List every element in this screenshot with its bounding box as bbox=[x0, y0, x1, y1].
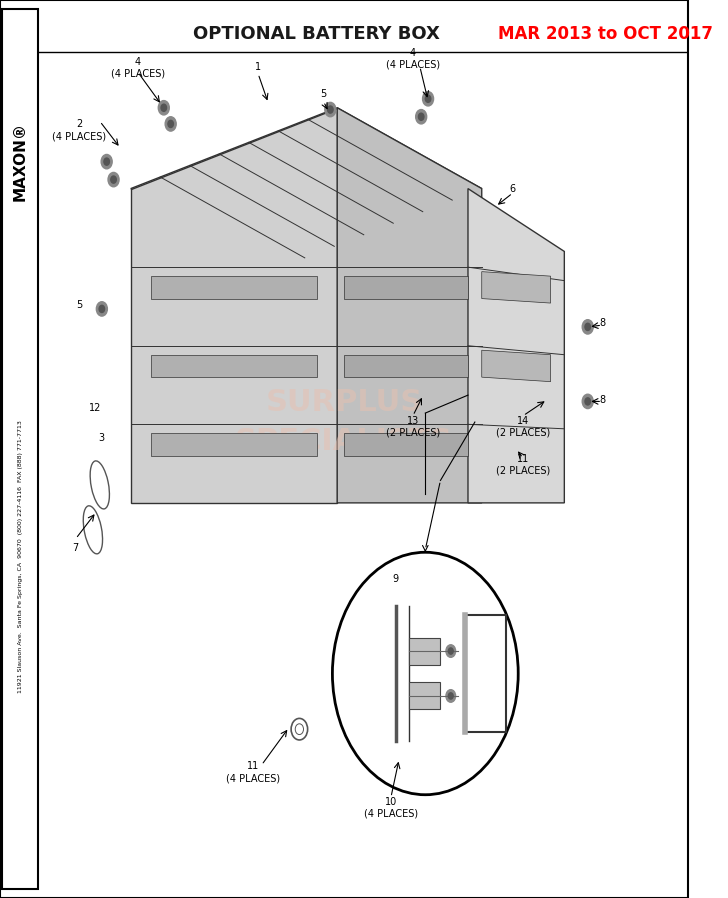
Polygon shape bbox=[468, 189, 564, 503]
Text: SURPLUS
SPECIALISTS: SURPLUS SPECIALISTS bbox=[235, 389, 453, 455]
Circle shape bbox=[582, 320, 593, 334]
Polygon shape bbox=[482, 350, 550, 382]
Polygon shape bbox=[409, 638, 440, 665]
Circle shape bbox=[585, 323, 590, 330]
Text: OPTIONAL BATTERY BOX: OPTIONAL BATTERY BOX bbox=[193, 25, 440, 43]
Text: 11
(4 PLACES): 11 (4 PLACES) bbox=[226, 762, 280, 783]
Text: 11
(2 PLACES): 11 (2 PLACES) bbox=[496, 454, 550, 476]
Polygon shape bbox=[344, 434, 468, 456]
Circle shape bbox=[448, 693, 454, 699]
Text: 11921 Slauson Ave.  Santa Fe Springs, CA  90670  (800) 227-4116  FAX (888) 771-7: 11921 Slauson Ave. Santa Fe Springs, CA … bbox=[17, 420, 23, 693]
Circle shape bbox=[111, 176, 116, 183]
Circle shape bbox=[582, 394, 593, 409]
Circle shape bbox=[416, 110, 427, 124]
Circle shape bbox=[104, 158, 109, 165]
Polygon shape bbox=[344, 277, 468, 298]
Circle shape bbox=[333, 552, 518, 795]
Polygon shape bbox=[482, 271, 550, 304]
Circle shape bbox=[328, 106, 333, 113]
Circle shape bbox=[446, 690, 456, 702]
Text: 12: 12 bbox=[89, 402, 101, 413]
Circle shape bbox=[165, 117, 176, 131]
Text: 4
(4 PLACES): 4 (4 PLACES) bbox=[111, 57, 165, 78]
Polygon shape bbox=[337, 108, 482, 503]
Circle shape bbox=[425, 95, 431, 102]
Circle shape bbox=[108, 172, 119, 187]
Text: MAR 2013 to OCT 2017: MAR 2013 to OCT 2017 bbox=[498, 25, 713, 43]
Text: 2
(4 PLACES): 2 (4 PLACES) bbox=[52, 119, 106, 141]
Circle shape bbox=[96, 302, 107, 316]
Circle shape bbox=[419, 113, 424, 120]
FancyBboxPatch shape bbox=[2, 9, 38, 889]
Polygon shape bbox=[151, 277, 317, 298]
Text: 10
(4 PLACES): 10 (4 PLACES) bbox=[364, 797, 418, 819]
Polygon shape bbox=[151, 355, 317, 377]
Text: 6: 6 bbox=[510, 183, 515, 194]
Circle shape bbox=[585, 398, 590, 405]
Text: 13
(2 PLACES): 13 (2 PLACES) bbox=[386, 416, 440, 437]
Polygon shape bbox=[131, 108, 482, 269]
Circle shape bbox=[168, 120, 173, 128]
Text: 5: 5 bbox=[76, 300, 82, 311]
Polygon shape bbox=[344, 355, 468, 377]
Circle shape bbox=[422, 92, 434, 106]
Text: 14
(2 PLACES): 14 (2 PLACES) bbox=[496, 416, 550, 437]
Text: 4
(4 PLACES): 4 (4 PLACES) bbox=[386, 48, 440, 69]
Circle shape bbox=[446, 645, 456, 657]
Text: 8: 8 bbox=[599, 318, 605, 329]
Polygon shape bbox=[131, 108, 337, 503]
Circle shape bbox=[101, 154, 112, 169]
Polygon shape bbox=[409, 682, 440, 709]
Circle shape bbox=[158, 101, 170, 115]
Text: 7: 7 bbox=[73, 542, 79, 553]
Circle shape bbox=[161, 104, 167, 111]
Text: 9: 9 bbox=[392, 574, 399, 585]
Text: 8: 8 bbox=[599, 394, 605, 405]
Text: 5: 5 bbox=[320, 89, 327, 100]
Circle shape bbox=[325, 102, 336, 117]
Circle shape bbox=[99, 305, 105, 313]
Text: 3: 3 bbox=[99, 433, 105, 444]
Polygon shape bbox=[151, 434, 317, 456]
Text: MAXON®: MAXON® bbox=[12, 122, 28, 201]
Text: 1: 1 bbox=[255, 62, 261, 73]
Circle shape bbox=[448, 648, 454, 654]
